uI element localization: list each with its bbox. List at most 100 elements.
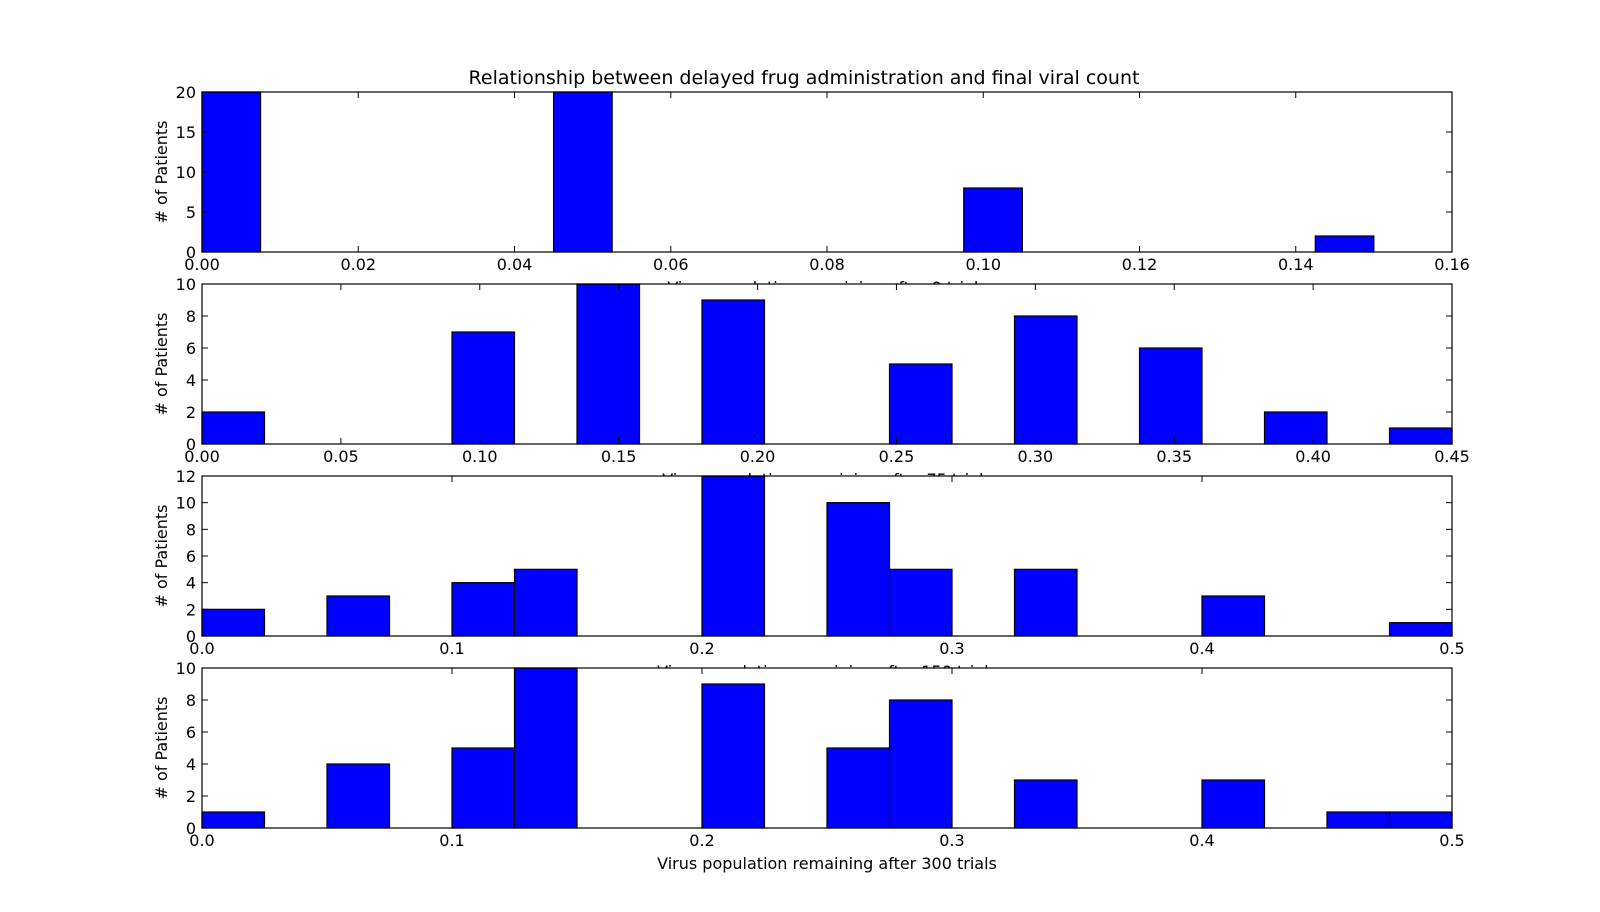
x-tick-label: 0.3: [939, 639, 964, 658]
x-tick-label: 0.40: [1295, 447, 1331, 466]
histogram-bar: [201, 91, 262, 253]
histogram-bar: [701, 475, 766, 637]
histogram-bar: [888, 363, 953, 445]
y-tick-label: 15: [176, 123, 196, 142]
y-tick-label: 8: [186, 691, 196, 710]
histogram-bar: [1388, 427, 1453, 445]
y-axis-label: # of Patients: [152, 312, 171, 415]
histogram-bar: [326, 595, 391, 637]
histogram-bar: [201, 811, 266, 829]
y-tick-label: 20: [176, 83, 196, 102]
histogram-bar: [576, 283, 641, 445]
y-tick-label: 4: [186, 574, 196, 593]
x-tick-label: 0.5: [1439, 831, 1464, 850]
subplot-3: 0.0 0.1 0.2 0.3 0.4 0.5 0 2 4 6 8 10 12 # of Patients…: [152, 467, 1465, 681]
figure-title: Relationship between delayed frug admini…: [469, 67, 1140, 89]
histogram-bar: [701, 299, 766, 445]
x-tick-label: 0.1: [439, 639, 464, 658]
x-tick-label: 0.0: [189, 639, 214, 658]
x-tick-label: 0.06: [653, 255, 689, 274]
histogram-bar: [1388, 811, 1453, 829]
axes-frame: [201, 667, 1453, 829]
y-tick-label: 6: [186, 339, 196, 358]
plot-area-background: [202, 284, 1452, 444]
y-tick-label: 6: [186, 547, 196, 566]
histogram-bar: [1138, 347, 1203, 445]
x-tick-label: 0.16: [1434, 255, 1470, 274]
subplot-panels: 0.00 0.02 0.04 0.06 0.08 0.10 0.12 0.14 0.160510…: [152, 83, 1470, 873]
x-tick-label: 0.04: [497, 255, 533, 274]
x-tick-label: 0.3: [939, 831, 964, 850]
y-tick-label: 6: [186, 723, 196, 742]
subplot-1: 0.00 0.02 0.04 0.06 0.08 0.10 0.12 0.14 0.16 0 5 10…: [152, 83, 1470, 297]
y-tick-label: 8: [186, 520, 196, 539]
x-tick-label: 0.08: [809, 255, 845, 274]
y-tick-label: 0: [186, 627, 196, 646]
x-tick-label: 0.14: [1278, 255, 1314, 274]
histogram-bar: [701, 683, 766, 829]
y-tick-label: 8: [186, 307, 196, 326]
y-axis-label: # of Patients: [152, 120, 171, 223]
y-tick-label: 10: [176, 275, 196, 294]
histogram-bar: [552, 91, 613, 253]
histogram-bar: [451, 331, 516, 445]
x-axis-label: Virus population remaining after 300 tri…: [657, 854, 997, 873]
x-tick-label: 0.00: [184, 447, 220, 466]
x-tick-label: 0.4: [1189, 639, 1214, 658]
x-tick-label: 0.10: [462, 447, 498, 466]
histogram-bar: [451, 747, 516, 829]
x-tick-label: 0.30: [1018, 447, 1054, 466]
histogram-bar: [963, 187, 1023, 253]
histogram-bar: [326, 763, 391, 829]
x-tick-label: 0.25: [879, 447, 915, 466]
histogram-bar: [1314, 235, 1375, 253]
x-tick-label: 0.35: [1156, 447, 1192, 466]
y-axis-label: # of Patients: [152, 696, 171, 799]
x-tick-label: 0.05: [323, 447, 359, 466]
x-tick-label: 0.45: [1434, 447, 1470, 466]
x-tick-label: 0.0: [189, 831, 214, 850]
histogram-bar: [888, 568, 953, 637]
histogram-bar: [513, 568, 578, 637]
histogram-bar: [451, 582, 516, 637]
y-axis-label: # of Patients: [152, 504, 171, 607]
x-tick-label: 0.10: [965, 255, 1001, 274]
x-tick-label: 0.2: [689, 639, 714, 658]
y-tick-label: 4: [186, 371, 196, 390]
histogram-bar: [1388, 622, 1453, 637]
y-tick-label: 5: [186, 203, 196, 222]
x-tick-label: 0.00: [184, 255, 220, 274]
axes-frame: [201, 283, 1453, 445]
histogram-bar: [1326, 811, 1391, 829]
y-tick-label: 10: [176, 163, 196, 182]
histogram-bar: [888, 699, 953, 829]
y-tick-label: 0: [186, 435, 196, 454]
y-tick-label: 2: [186, 787, 196, 806]
histogram-bar: [1013, 315, 1078, 445]
x-tick-label: 0.15: [601, 447, 637, 466]
histogram-bar: [201, 411, 266, 445]
x-tick-label: 0.12: [1122, 255, 1158, 274]
x-tick-label: 0.20: [740, 447, 776, 466]
x-tick-label: 0.4: [1189, 831, 1214, 850]
histogram-bar: [826, 747, 891, 829]
y-tick-label: 10: [176, 659, 196, 678]
histogram-bar: [1263, 411, 1328, 445]
y-tick-label: 2: [186, 600, 196, 619]
y-tick-label: 10: [176, 494, 196, 513]
histogram-bar: [1013, 779, 1078, 829]
y-tick-label: 12: [176, 467, 196, 486]
x-tick-label: 0.02: [340, 255, 376, 274]
histogram-bar: [826, 502, 891, 637]
histogram-bar: [1013, 568, 1078, 637]
x-tick-label: 0.5: [1439, 639, 1464, 658]
histogram-bar: [201, 608, 266, 637]
histogram-bar: [1201, 779, 1266, 829]
histogram-bar: [513, 667, 578, 829]
histogram-bar: [1201, 595, 1266, 637]
y-tick-label: 0: [186, 243, 196, 262]
subplot-4: 0.0 0.1 0.2 0.3 0.4 0.5 0 2 4 6 8 10 # of Patients Vi…: [152, 659, 1465, 873]
x-tick-label: 0.2: [689, 831, 714, 850]
x-tick-label: 0.1: [439, 831, 464, 850]
